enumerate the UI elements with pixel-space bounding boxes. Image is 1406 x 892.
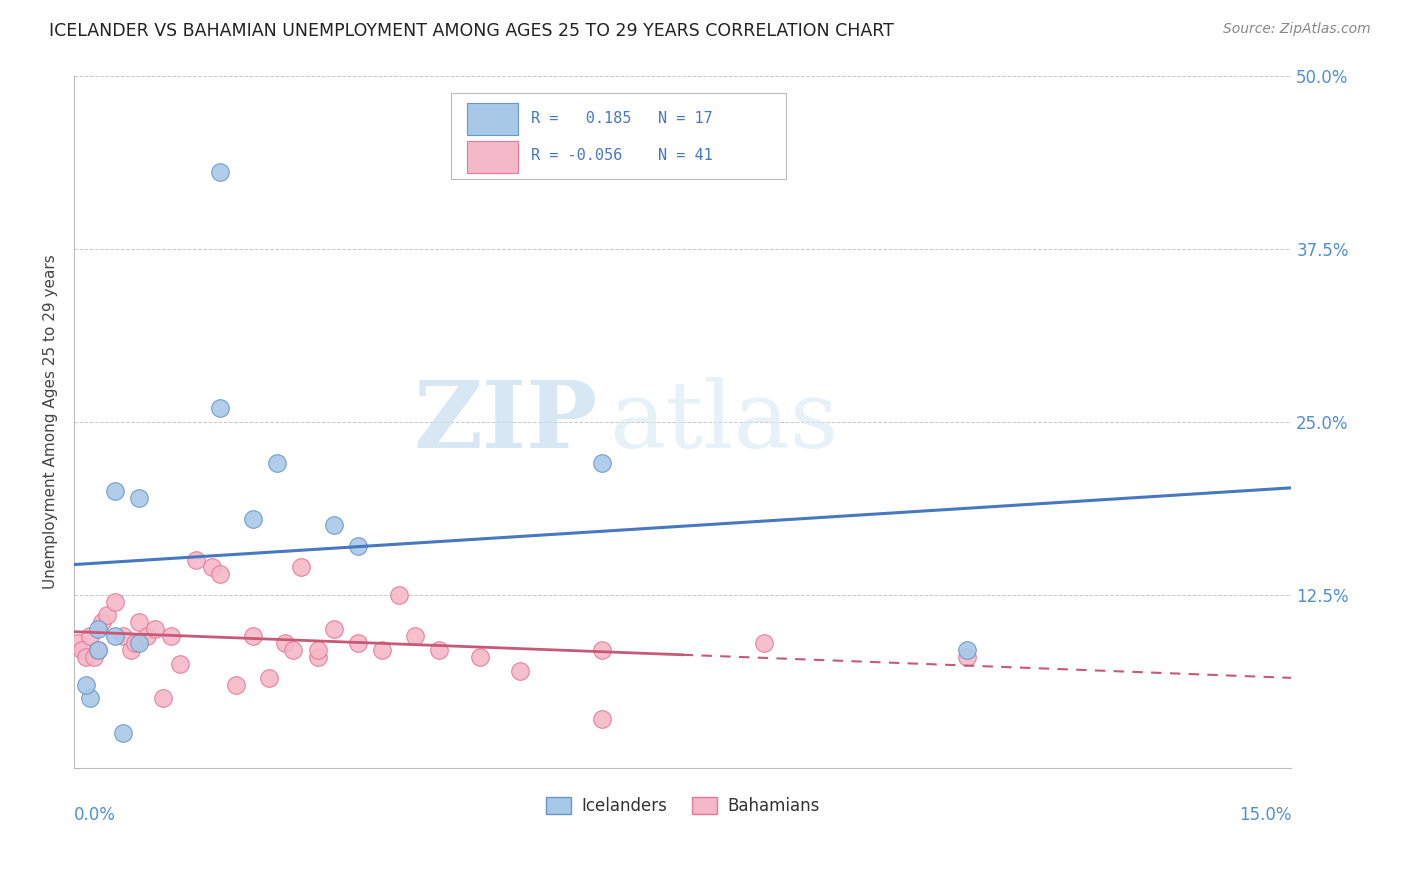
Point [67, 636, 90, 650]
Point [83, 649, 105, 664]
Text: N = 17: N = 17 [658, 112, 713, 126]
Point [79, 691, 101, 706]
Point [371, 643, 394, 657]
Point [124, 636, 146, 650]
Point [242, 629, 264, 643]
Point [322, 518, 344, 533]
Point [752, 636, 775, 650]
Point [591, 712, 613, 726]
Text: R =   0.185: R = 0.185 [530, 112, 631, 126]
Point [591, 643, 613, 657]
Point [257, 671, 280, 685]
Point [104, 629, 127, 643]
Point [75, 649, 97, 664]
Point [128, 491, 150, 505]
Point [152, 691, 174, 706]
Point [209, 566, 232, 581]
Point [956, 643, 979, 657]
Point [104, 483, 127, 498]
Point [160, 629, 183, 643]
Point [468, 649, 491, 664]
Point [87, 643, 110, 657]
Text: ZIP: ZIP [413, 376, 598, 467]
Text: Source: ZipAtlas.com: Source: ZipAtlas.com [1223, 22, 1371, 37]
Point [96, 608, 118, 623]
Point [91, 615, 114, 630]
Point [283, 643, 305, 657]
Point [404, 629, 426, 643]
Point [111, 629, 134, 643]
Point [242, 511, 264, 525]
Point [307, 649, 329, 664]
Point [290, 560, 312, 574]
Text: 0.0%: 0.0% [75, 805, 115, 824]
Point [111, 726, 134, 740]
Point [347, 636, 370, 650]
Point [591, 456, 613, 470]
FancyBboxPatch shape [467, 103, 519, 136]
Point [87, 643, 110, 657]
Text: atlas: atlas [610, 376, 839, 467]
FancyBboxPatch shape [467, 141, 519, 172]
Point [169, 657, 191, 671]
Point [388, 588, 411, 602]
Point [347, 539, 370, 553]
Point [70, 643, 93, 657]
Point [120, 643, 142, 657]
Point [104, 594, 127, 608]
Legend: Icelanders, Bahamians: Icelanders, Bahamians [540, 790, 825, 822]
Text: N = 41: N = 41 [658, 148, 713, 163]
Point [143, 622, 166, 636]
Point [307, 643, 329, 657]
FancyBboxPatch shape [451, 93, 786, 179]
Point [509, 664, 531, 678]
Point [956, 649, 979, 664]
Text: ICELANDER VS BAHAMIAN UNEMPLOYMENT AMONG AGES 25 TO 29 YEARS CORRELATION CHART: ICELANDER VS BAHAMIAN UNEMPLOYMENT AMONG… [49, 22, 894, 40]
Point [79, 629, 101, 643]
Point [274, 636, 297, 650]
Point [136, 629, 159, 643]
Point [184, 553, 207, 567]
Point [128, 636, 150, 650]
Y-axis label: Unemployment Among Ages 25 to 29 years: Unemployment Among Ages 25 to 29 years [44, 254, 58, 589]
Point [201, 560, 224, 574]
Point [322, 622, 344, 636]
Point [225, 678, 247, 692]
Text: 15.0%: 15.0% [1239, 805, 1291, 824]
Text: R = -0.056: R = -0.056 [530, 148, 621, 163]
Point [209, 401, 232, 415]
Point [427, 643, 450, 657]
Point [209, 165, 232, 179]
Point [75, 678, 97, 692]
Point [266, 456, 288, 470]
Point [128, 615, 150, 630]
Point [87, 622, 110, 636]
